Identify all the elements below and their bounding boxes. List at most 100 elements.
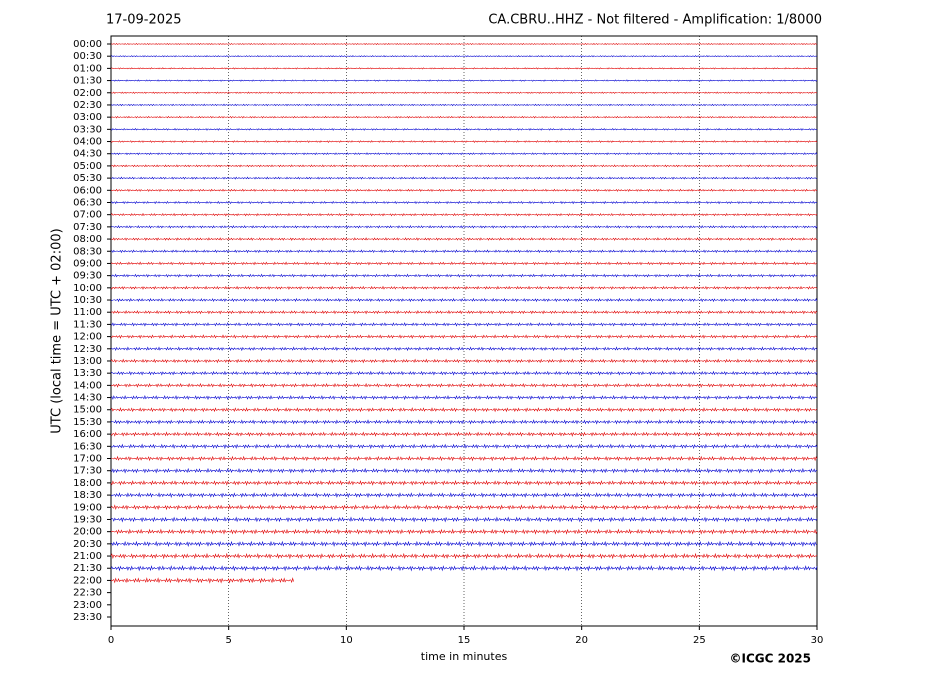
y-tick-label: 03:30 <box>73 124 102 135</box>
x-tick-label: 10 <box>340 635 353 646</box>
trace <box>110 346 818 352</box>
y-tick-label: 16:30 <box>73 441 102 452</box>
y-tick-label: 01:30 <box>73 76 102 87</box>
trace <box>110 127 818 131</box>
trace <box>110 261 818 266</box>
trace <box>110 297 818 303</box>
y-tick-label: 06:00 <box>73 185 102 196</box>
y-tick-label: 13:30 <box>73 368 102 379</box>
y-tick-label: 20:30 <box>73 539 102 550</box>
y-tick-label: 07:00 <box>73 210 102 221</box>
trace <box>110 419 818 425</box>
y-tick-label: 14:30 <box>73 393 102 404</box>
trace <box>110 273 818 278</box>
trace <box>110 370 818 376</box>
trace <box>110 504 818 511</box>
y-tick-label: 08:00 <box>73 234 102 245</box>
y-tick-label: 01:00 <box>73 63 102 74</box>
trace <box>110 394 818 401</box>
y-tick-label: 15:00 <box>73 405 102 416</box>
y-tick-label: 02:30 <box>73 100 102 111</box>
trace <box>110 67 818 70</box>
trace <box>110 249 818 254</box>
y-tick-label: 14:00 <box>73 380 102 391</box>
y-tick-label: 23:30 <box>73 612 102 623</box>
trace <box>110 577 294 584</box>
trace <box>110 152 818 156</box>
date-title: 17-09-2025 <box>106 13 182 28</box>
trace <box>110 91 818 95</box>
trace <box>110 225 818 229</box>
y-tick-label: 22:00 <box>73 575 102 586</box>
y-tick-label: 11:00 <box>73 307 102 318</box>
y-tick-label: 21:00 <box>73 551 102 562</box>
trace <box>110 407 818 413</box>
y-tick-label: 00:00 <box>73 39 102 50</box>
trace <box>110 79 818 82</box>
y-tick-label: 06:30 <box>73 197 102 208</box>
trace <box>110 200 818 205</box>
trace <box>110 237 818 241</box>
trace <box>110 358 818 364</box>
y-tick-label: 02:00 <box>73 88 102 99</box>
trace <box>110 140 818 143</box>
y-tick-label: 18:30 <box>73 490 102 501</box>
y-tick-label: 20:00 <box>73 527 102 538</box>
trace <box>110 528 818 535</box>
x-tick-label: 30 <box>811 635 824 646</box>
y-tick-label: 05:00 <box>73 161 102 172</box>
trace <box>110 55 818 58</box>
x-tick-label: 15 <box>458 635 471 646</box>
trace <box>110 479 818 486</box>
trace <box>110 455 818 462</box>
x-tick-label: 5 <box>225 635 231 646</box>
y-tick-label: 22:30 <box>73 588 102 599</box>
trace <box>110 212 818 217</box>
y-tick-label: 07:30 <box>73 222 102 233</box>
y-tick-label: 19:30 <box>73 514 102 525</box>
trace <box>110 103 818 107</box>
trace <box>110 552 818 560</box>
y-tick-label: 17:30 <box>73 466 102 477</box>
credit: ©ICGC 2025 <box>729 652 811 666</box>
x-axis-label: time in minutes <box>421 650 508 663</box>
y-tick-label: 19:00 <box>73 502 102 513</box>
trace <box>110 467 818 474</box>
x-tick-label: 20 <box>575 635 588 646</box>
trace <box>110 492 818 499</box>
y-tick-label: 11:30 <box>73 319 102 330</box>
y-tick-label: 12:00 <box>73 332 102 343</box>
y-tick-label: 17:00 <box>73 454 102 465</box>
y-tick-label: 05:30 <box>73 173 102 184</box>
trace <box>110 382 818 388</box>
trace <box>110 443 818 450</box>
y-tick-label: 16:00 <box>73 429 102 440</box>
y-tick-label: 09:00 <box>73 258 102 269</box>
trace <box>110 540 818 548</box>
trace <box>110 564 818 572</box>
trace <box>110 285 818 290</box>
y-tick-label: 04:00 <box>73 137 102 148</box>
trace <box>110 176 818 180</box>
y-tick-label: 13:00 <box>73 356 102 367</box>
y-tick-label: 10:00 <box>73 283 102 294</box>
trace <box>110 516 818 523</box>
trace <box>110 42 818 46</box>
trace <box>110 115 818 119</box>
y-tick-label: 10:30 <box>73 295 102 306</box>
y-axis-label: UTC (local time = UTC + 02:00) <box>50 228 65 433</box>
y-tick-label: 12:30 <box>73 344 102 355</box>
y-tick-label: 15:30 <box>73 417 102 428</box>
trace <box>110 334 818 339</box>
x-tick-label: 25 <box>693 635 706 646</box>
y-tick-label: 21:30 <box>73 563 102 574</box>
trace <box>110 188 818 192</box>
trace <box>110 164 818 168</box>
y-tick-label: 03:00 <box>73 112 102 123</box>
x-tick-label: 0 <box>108 635 114 646</box>
y-tick-label: 08:30 <box>73 246 102 257</box>
y-tick-label: 09:30 <box>73 271 102 282</box>
y-tick-label: 00:30 <box>73 51 102 62</box>
trace <box>110 310 818 315</box>
